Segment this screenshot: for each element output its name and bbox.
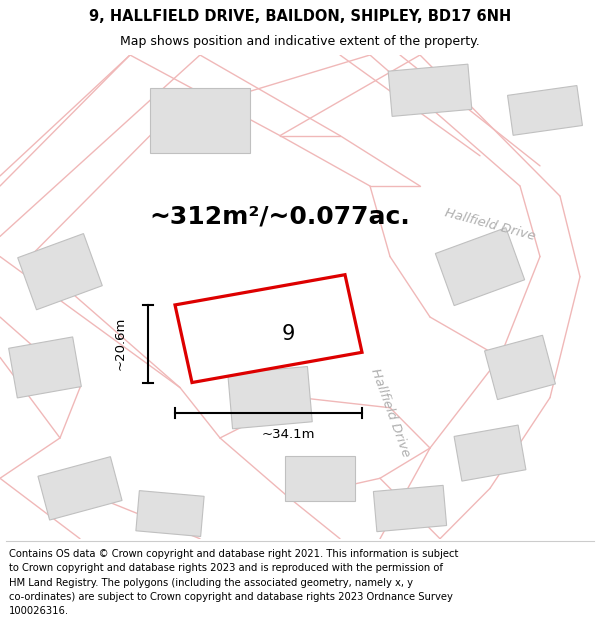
Polygon shape: [436, 228, 524, 306]
Text: Map shows position and indicative extent of the property.: Map shows position and indicative extent…: [120, 35, 480, 48]
Polygon shape: [485, 335, 556, 399]
Polygon shape: [228, 366, 312, 429]
Polygon shape: [150, 88, 250, 153]
Polygon shape: [508, 86, 583, 135]
Text: 9: 9: [282, 324, 295, 344]
Polygon shape: [373, 486, 446, 532]
Text: Hallfield Drive: Hallfield Drive: [443, 206, 537, 242]
Text: 100026316.: 100026316.: [9, 606, 69, 616]
Text: 9, HALLFIELD DRIVE, BAILDON, SHIPLEY, BD17 6NH: 9, HALLFIELD DRIVE, BAILDON, SHIPLEY, BD…: [89, 9, 511, 24]
Polygon shape: [136, 491, 204, 536]
Polygon shape: [18, 234, 102, 310]
Text: to Crown copyright and database rights 2023 and is reproduced with the permissio: to Crown copyright and database rights 2…: [9, 563, 443, 573]
Text: Contains OS data © Crown copyright and database right 2021. This information is : Contains OS data © Crown copyright and d…: [9, 549, 458, 559]
Text: HM Land Registry. The polygons (including the associated geometry, namely x, y: HM Land Registry. The polygons (includin…: [9, 578, 413, 587]
Polygon shape: [175, 275, 362, 382]
Text: ~34.1m: ~34.1m: [262, 429, 315, 441]
Polygon shape: [8, 337, 82, 398]
Polygon shape: [38, 457, 122, 520]
Text: ~312m²/~0.077ac.: ~312m²/~0.077ac.: [149, 204, 410, 228]
Text: ~20.6m: ~20.6m: [113, 317, 127, 371]
Polygon shape: [285, 456, 355, 501]
Polygon shape: [454, 425, 526, 481]
Text: co-ordinates) are subject to Crown copyright and database rights 2023 Ordnance S: co-ordinates) are subject to Crown copyr…: [9, 592, 453, 602]
Polygon shape: [388, 64, 472, 116]
Text: Hallfield Drive: Hallfield Drive: [368, 367, 412, 459]
